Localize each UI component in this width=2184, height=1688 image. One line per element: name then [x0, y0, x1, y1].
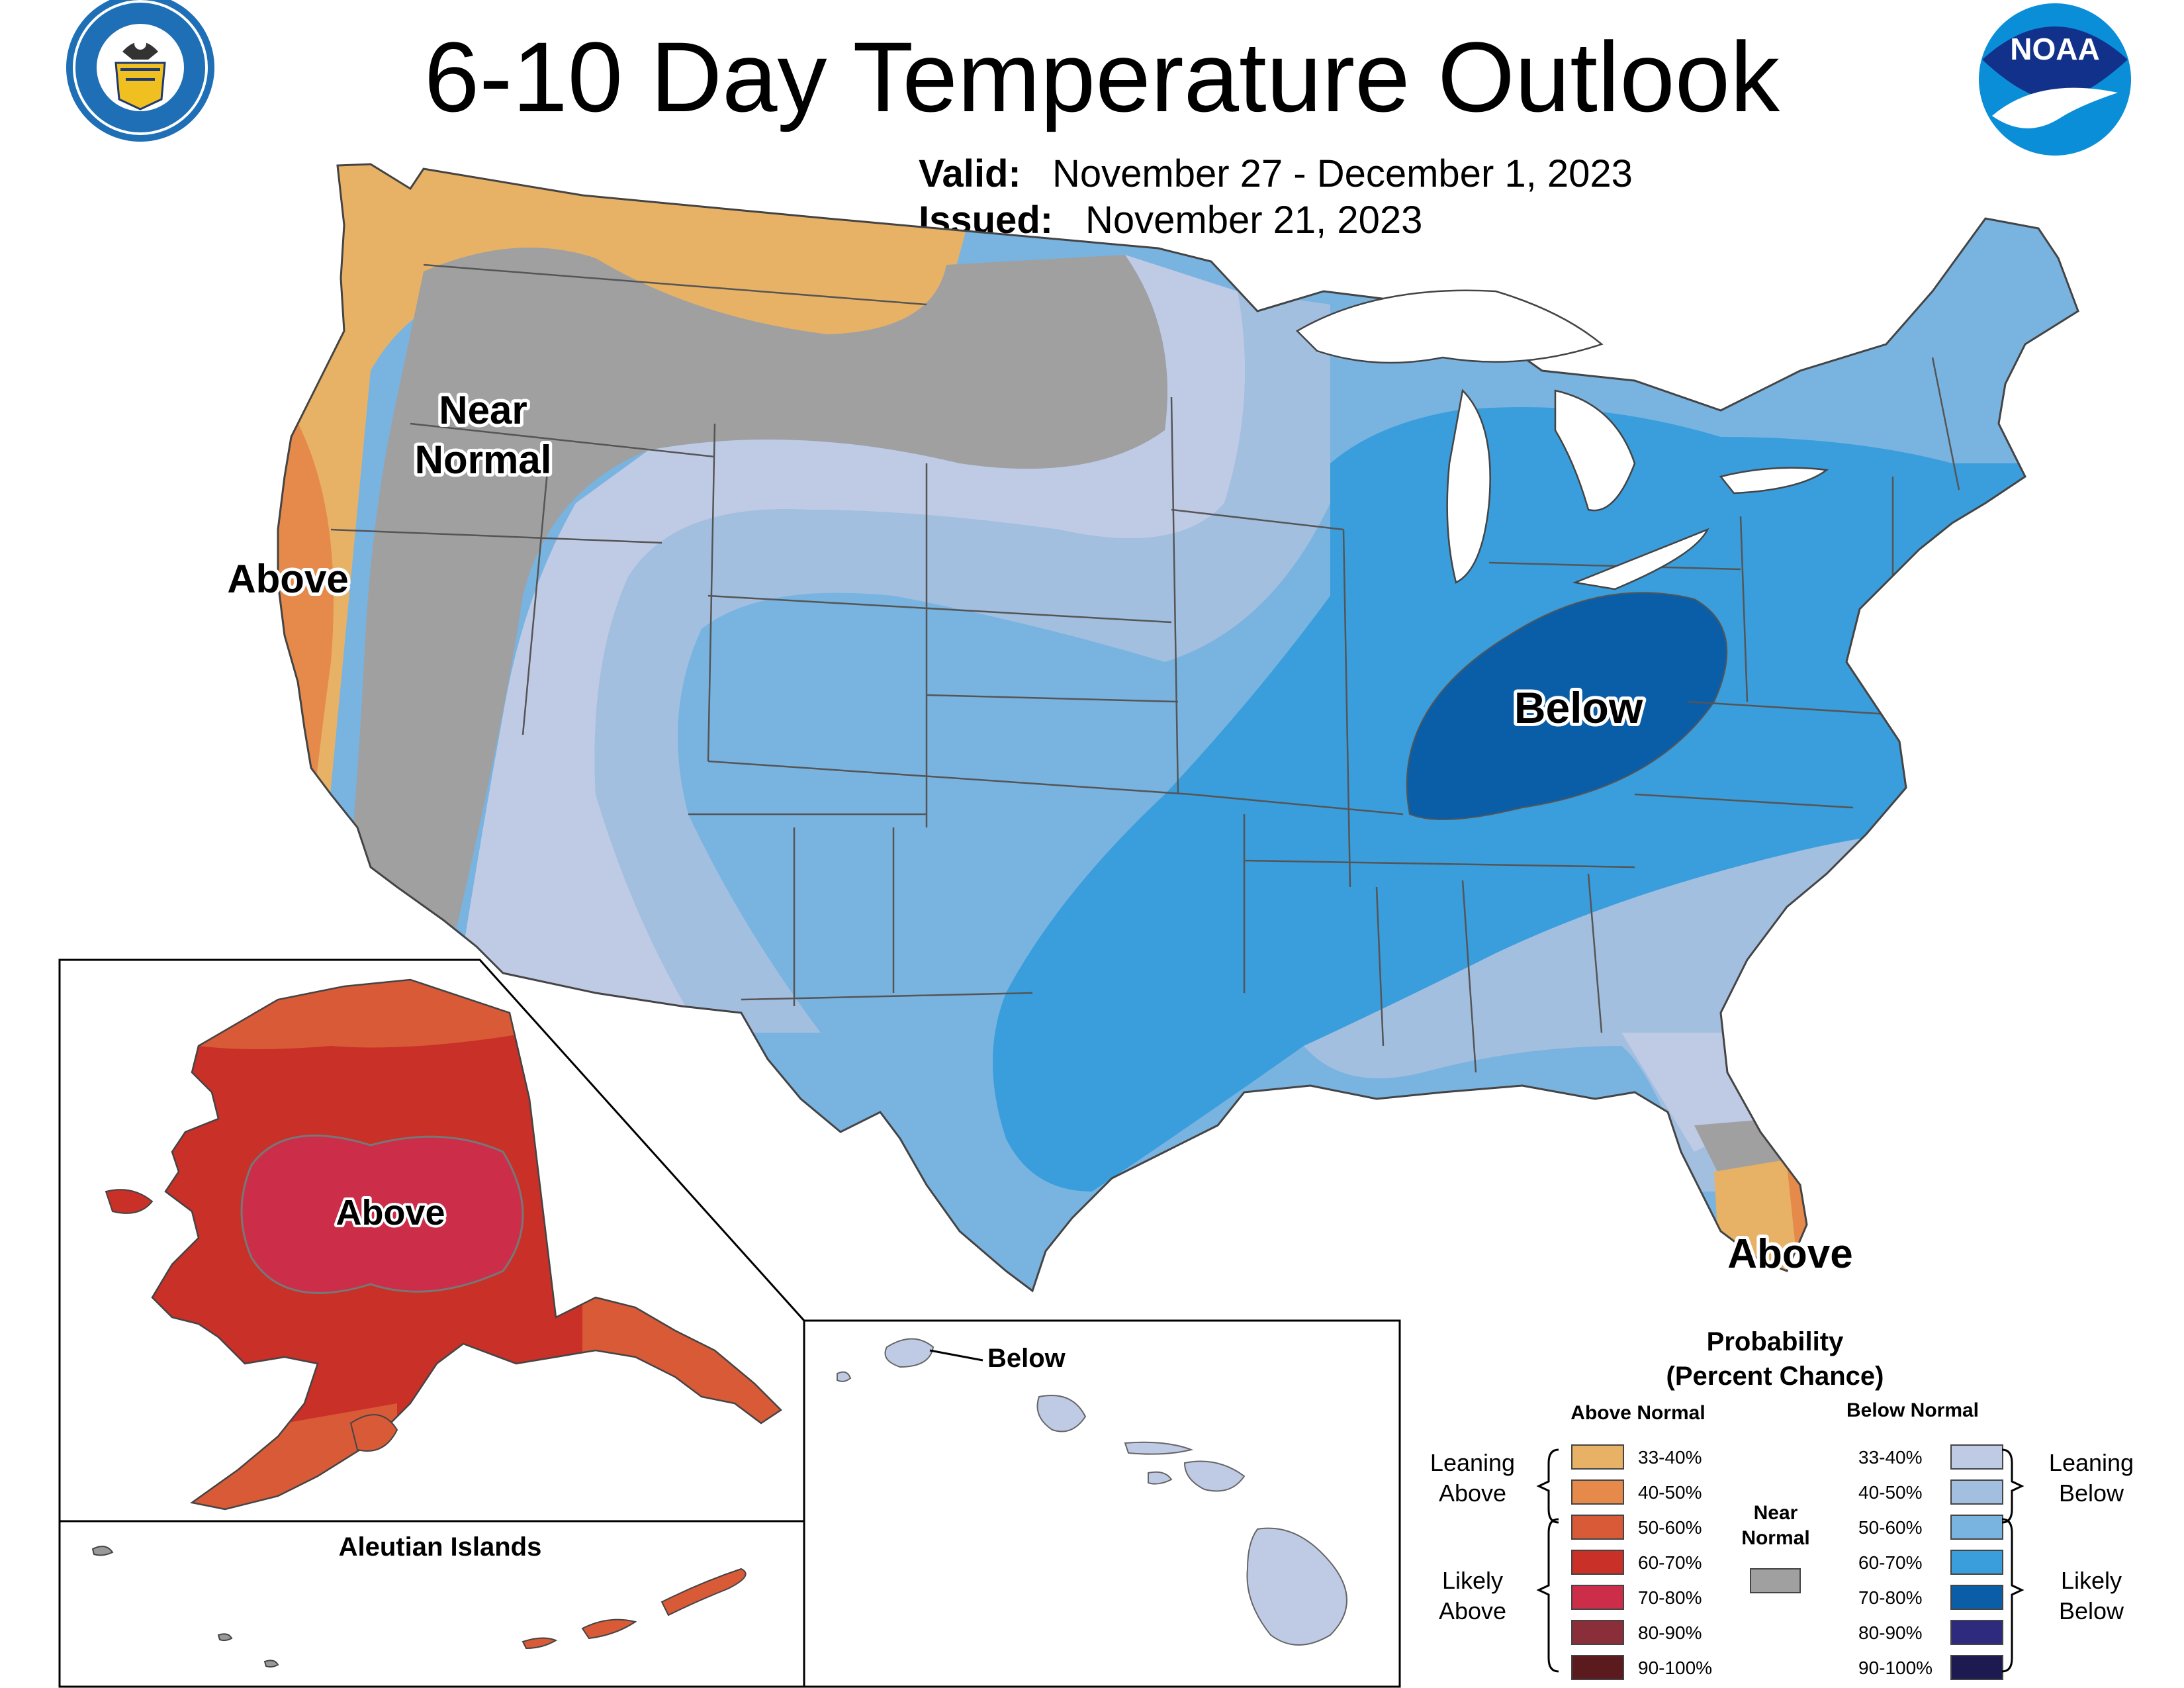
legend-above-swatch-5	[1571, 1620, 1624, 1645]
legend-below-swatch-3	[1950, 1550, 2003, 1575]
label-above-florida: Above	[1727, 1231, 1852, 1277]
hawaii-island-small	[837, 1371, 852, 1382]
legend-above-label-2: 50-60%	[1638, 1517, 1702, 1538]
label-near-normal-line2: Normal	[415, 438, 552, 482]
legend-title-line1: Probability	[1707, 1327, 1844, 1356]
legend-leaning-above-2: Above	[1439, 1479, 1506, 1507]
hawaii-below-leader	[929, 1349, 983, 1362]
lake-superior	[1295, 289, 1604, 364]
legend-title-line2: (Percent Chance)	[1666, 1362, 1884, 1391]
issued-date: November 21, 2023	[1085, 199, 1422, 242]
label-near-normal-line1: Near	[439, 388, 527, 432]
legend-above-label-4: 70-80%	[1638, 1587, 1702, 1608]
bracket-leaning-above	[1536, 1448, 1559, 1524]
legend-above-label-0: 33-40%	[1638, 1447, 1702, 1468]
legend-near-line1: Near	[1754, 1502, 1798, 1524]
lake-michigan	[1446, 389, 1491, 584]
label-above-west: Above	[227, 557, 348, 601]
label-below-ohio-valley: Below	[1514, 683, 1643, 732]
legend-likely-above-2: Above	[1439, 1597, 1506, 1624]
label-hawaii-below: Below	[987, 1344, 1066, 1373]
commerce-seal-logo	[66, 0, 214, 142]
region-below-70-80-ohio-valley	[1406, 592, 1728, 820]
legend-below-label-1: 40-50%	[1858, 1482, 1923, 1503]
legend-below-label-5: 80-90%	[1858, 1622, 1923, 1643]
legend: Probability (Percent Chance) Above Norma…	[1430, 1327, 2134, 1680]
great-lakes	[1295, 289, 1829, 590]
legend-leaning-below-2: Below	[2059, 1479, 2124, 1507]
lake-huron	[1554, 389, 1636, 512]
hawaii-island-oahu	[1036, 1395, 1087, 1432]
alaska-island-kodiak	[349, 1414, 398, 1452]
alaska-island-st-lawrence	[105, 1189, 154, 1214]
region-below-40-50-central	[594, 291, 1330, 1033]
hawaii-island-molokai	[1124, 1441, 1194, 1455]
legend-below-swatch-2	[1950, 1515, 2003, 1540]
valid-label: Valid:	[919, 152, 1021, 195]
bracket-likely-below	[2001, 1518, 2025, 1673]
legend-leaning-above-1: Leaning	[1430, 1449, 1515, 1476]
hawaii-island-lanai	[1148, 1471, 1173, 1485]
legend-likely-below-2: Below	[2059, 1597, 2124, 1624]
region-above-70-80-interior	[240, 1135, 524, 1294]
region-near-normal-west	[344, 248, 1167, 927]
region-above-40-50-west	[278, 397, 334, 827]
legend-leaning-below-1: Leaning	[2049, 1449, 2134, 1476]
conus-outline	[277, 163, 2079, 1293]
legend-above-header: Above Normal	[1570, 1402, 1705, 1424]
legend-above-label-6: 90-100%	[1638, 1658, 1712, 1678]
legend-below-swatch-0	[1950, 1444, 2003, 1470]
valid-dates: November 27 - December 1, 2023	[1052, 152, 1633, 195]
noaa-logo: NOAA	[1979, 3, 2131, 156]
region-below-33-40-west	[450, 255, 1246, 1033]
legend-below-label-2: 50-60%	[1858, 1517, 1923, 1538]
state-boundaries	[330, 263, 2019, 1073]
legend-above-rows: 33-40% 40-50% 50-60% 60-70% 70-80% 80-90% 90-1…	[1571, 1444, 1712, 1680]
legend-below-header: Below Normal	[1846, 1399, 1979, 1421]
legend-below-label-3: 60-70%	[1858, 1552, 1923, 1573]
lake-ontario	[1719, 467, 1829, 494]
legend-below-label-6: 90-100%	[1858, 1658, 1933, 1678]
legend-likely-below-1: Likely	[2061, 1567, 2122, 1594]
legend-below-label-4: 70-80%	[1858, 1587, 1923, 1608]
hawaii-island-niihau-kauai	[884, 1338, 934, 1368]
legend-below-swatch-1	[1950, 1479, 2003, 1505]
alaska-outline	[151, 978, 782, 1511]
noaa-logo-text: NOAA	[2010, 32, 2099, 66]
aleutian-title: Aleutian Islands	[339, 1532, 542, 1562]
legend-below-rows: 33-40% 40-50% 50-60% 60-70% 70-80% 80-90% 90-1…	[1858, 1444, 2003, 1680]
legend-above-label-1: 40-50%	[1638, 1482, 1702, 1503]
hawaii-inset: Below	[803, 1319, 1401, 1688]
bracket-leaning-below	[2001, 1448, 2025, 1524]
legend-below-swatch-4	[1950, 1585, 2003, 1610]
legend-above-swatch-3	[1571, 1550, 1624, 1575]
bracket-likely-above	[1536, 1518, 1559, 1673]
hawaii-island-big	[1246, 1527, 1347, 1646]
legend-above-label-3: 60-70%	[1638, 1552, 1702, 1573]
lake-erie	[1572, 528, 1709, 590]
legend-above-label-5: 80-90%	[1638, 1622, 1702, 1643]
hawaii-island-maui	[1183, 1460, 1246, 1492]
legend-likely-above-1: Likely	[1442, 1567, 1503, 1594]
legend-below-swatch-5	[1950, 1620, 2003, 1645]
map-title: 6-10 Day Temperature Outlook	[424, 21, 1780, 132]
legend-near-line2: Normal	[1741, 1527, 1809, 1549]
alaska-inset: Above	[58, 959, 805, 1523]
legend-above-swatch-4	[1571, 1585, 1624, 1610]
label-above-alaska: Above	[336, 1193, 445, 1233]
legend-below-label-0: 33-40%	[1858, 1447, 1923, 1468]
region-above-33-40-west	[278, 164, 993, 927]
legend-near-normal-swatch	[1750, 1568, 1801, 1593]
legend-above-swatch-1	[1571, 1479, 1624, 1505]
legend-below-swatch-6	[1950, 1655, 2003, 1680]
legend-above-swatch-0	[1571, 1444, 1624, 1470]
legend-above-swatch-2	[1571, 1515, 1624, 1540]
legend-above-swatch-6	[1571, 1655, 1624, 1680]
aleutian-inset: Aleutian Islands	[58, 1520, 805, 1688]
